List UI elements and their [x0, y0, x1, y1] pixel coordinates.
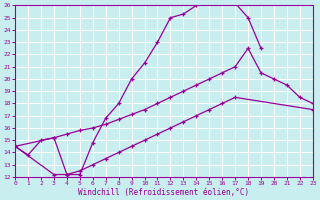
X-axis label: Windchill (Refroidissement éolien,°C): Windchill (Refroidissement éolien,°C) [78, 188, 250, 197]
